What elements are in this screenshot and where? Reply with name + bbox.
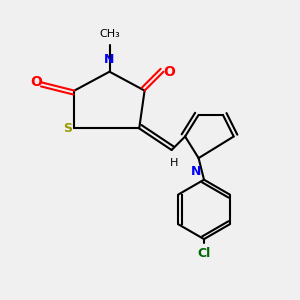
Text: S: S — [63, 122, 72, 135]
Text: N: N — [191, 165, 201, 178]
Text: H: H — [170, 158, 178, 168]
Text: O: O — [31, 76, 43, 89]
Text: CH₃: CH₃ — [99, 29, 120, 39]
Text: Cl: Cl — [197, 247, 211, 260]
Text: N: N — [104, 53, 115, 66]
Text: O: O — [163, 65, 175, 79]
